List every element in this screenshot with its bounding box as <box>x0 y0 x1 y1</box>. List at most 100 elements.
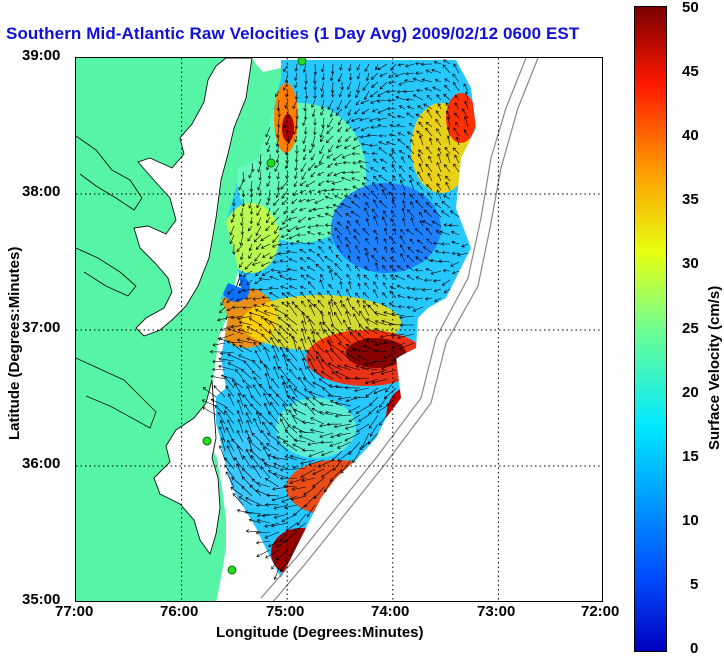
velocity-arrow <box>347 90 352 98</box>
velocity-arrow <box>324 255 334 263</box>
velocity-arrow <box>416 249 424 254</box>
velocity-arrow <box>451 251 460 256</box>
velocity-arrow <box>307 225 316 229</box>
velocity-arrow <box>420 192 424 200</box>
velocity-arrow <box>436 94 442 101</box>
velocity-arrow <box>265 135 271 146</box>
velocity-arrow <box>304 495 316 508</box>
velocity-arrow <box>285 347 298 362</box>
velocity-arrow <box>450 261 460 267</box>
velocity-arrow <box>280 558 289 573</box>
velocity-arrow <box>372 181 379 191</box>
velocity-arrow <box>365 237 370 245</box>
velocity-arrow <box>306 504 316 518</box>
velocity-arrow <box>376 405 388 413</box>
velocity-arrow <box>301 420 316 425</box>
velocity-arrow <box>416 181 424 191</box>
velocity-arrow <box>328 284 334 290</box>
velocity-arrow <box>361 366 379 371</box>
velocity-arrow <box>294 162 298 172</box>
velocity-arrow <box>324 212 334 218</box>
velocity-arrow <box>317 299 325 308</box>
velocity-arrow <box>402 217 406 227</box>
velocity-arrow <box>283 117 289 129</box>
velocity-arrow <box>308 189 316 193</box>
velocity-arrow <box>251 432 262 443</box>
velocity-arrow <box>319 144 325 155</box>
velocity-arrow <box>273 513 289 519</box>
velocity-arrow <box>463 83 469 92</box>
velocity-arrow <box>286 302 298 317</box>
velocity-arrow <box>411 287 424 291</box>
velocity-arrow <box>396 90 406 94</box>
velocity-arrow <box>239 234 244 246</box>
velocity-arrow <box>382 281 388 290</box>
velocity-arrow <box>388 133 397 137</box>
velocity-arrow <box>401 207 406 218</box>
velocity-arrow <box>398 173 406 182</box>
velocity-arrow <box>333 301 343 317</box>
x-tick-label: 72:00 <box>581 603 620 620</box>
velocity-arrow <box>346 297 352 308</box>
velocity-arrow <box>332 153 343 161</box>
velocity-arrow <box>340 81 344 91</box>
velocity-arrow <box>285 126 290 134</box>
velocity-arrow <box>240 225 245 236</box>
velocity-arrow <box>397 114 406 119</box>
velocity-arrow <box>327 117 334 128</box>
velocity-arrow <box>240 216 244 227</box>
velocity-arrow <box>374 342 388 347</box>
velocity-arrow <box>321 63 325 73</box>
velocity-arrow <box>326 126 334 135</box>
site-marker <box>266 158 276 168</box>
velocity-arrow <box>254 308 271 317</box>
velocity-arrow <box>286 135 291 145</box>
velocity-arrow <box>279 259 289 263</box>
velocity-arrow <box>269 292 280 299</box>
velocity-arrow <box>293 180 298 188</box>
velocity-arrow <box>364 63 370 73</box>
velocity-arrow <box>264 477 280 488</box>
velocity-arrow <box>299 180 307 186</box>
velocity-arrow <box>337 342 352 353</box>
velocity-arrow <box>370 125 379 129</box>
velocity-arrow <box>356 423 370 433</box>
velocity-arrow <box>434 297 442 302</box>
velocity-arrow <box>225 385 235 398</box>
velocity-arrow <box>306 257 316 263</box>
velocity-arrow <box>346 243 352 254</box>
velocity-arrow <box>344 432 361 442</box>
velocity-arrow <box>338 90 343 98</box>
velocity-arrow <box>373 215 379 227</box>
map-plot-area[interactable] <box>75 57 603 602</box>
velocity-arrow <box>369 423 379 437</box>
velocity-arrow <box>370 369 388 376</box>
velocity-arrow <box>268 411 280 425</box>
velocity-arrow <box>398 105 406 110</box>
velocity-arrow <box>310 417 325 425</box>
velocity-arrow <box>293 388 307 398</box>
velocity-arrow <box>434 250 442 254</box>
velocity-arrow <box>227 419 235 434</box>
velocity-arrow <box>381 188 388 200</box>
velocity-arrow <box>432 241 442 246</box>
velocity-arrow <box>276 436 289 443</box>
velocity-arrow <box>407 155 415 164</box>
velocity-arrow <box>352 144 361 150</box>
velocity-arrow <box>348 280 352 290</box>
velocity-arrow <box>374 320 388 326</box>
velocity-arrow <box>396 284 406 290</box>
velocity-arrow <box>399 179 406 191</box>
velocity-arrow <box>337 126 343 133</box>
velocity-arrow <box>246 419 253 434</box>
velocity-arrow <box>248 440 262 452</box>
velocity-arrow <box>347 405 361 413</box>
colorbar-tick: 0 <box>690 640 699 657</box>
velocity-arrow <box>283 207 289 215</box>
velocity-arrow <box>399 323 415 327</box>
velocity-arrow <box>300 291 307 299</box>
velocity-arrow <box>270 378 280 389</box>
velocity-arrow <box>387 113 397 119</box>
velocity-arrow <box>229 225 235 236</box>
velocity-arrow <box>230 324 244 329</box>
